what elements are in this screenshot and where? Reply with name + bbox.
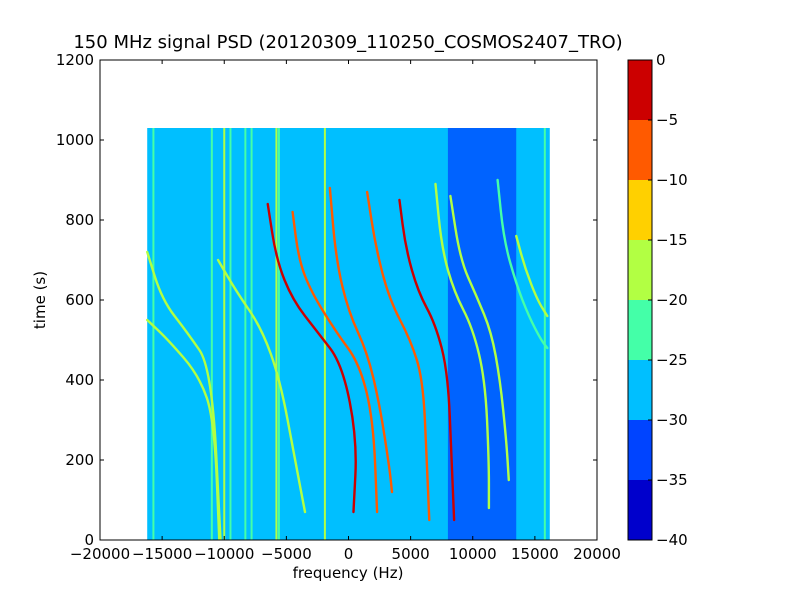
y-tick-label: 800 — [65, 211, 94, 229]
colorbar-segment-2 — [628, 360, 652, 420]
y-tick-label: 600 — [65, 291, 94, 309]
colorbar-tick-label: −10 — [656, 171, 688, 189]
plot-area — [146, 128, 550, 540]
series-curve-3 — [266, 202, 357, 514]
colorbar-segment-5 — [628, 180, 652, 240]
y-tick-label: 400 — [65, 371, 94, 389]
x-tick-label: 15000 — [511, 545, 559, 563]
series-curve-7 — [398, 198, 456, 522]
series-curve-5 — [328, 186, 394, 494]
x-tick-label: −15000 — [132, 545, 192, 563]
colorbar-segment-0 — [628, 480, 652, 540]
colorbar-tick-label: 0 — [656, 51, 666, 69]
colorbar-tick-label: −40 — [656, 531, 688, 549]
x-tick-label: −5000 — [261, 545, 312, 563]
colorbar-segment-4 — [628, 240, 652, 300]
axes: −20000 −15000 −10000 −5000 0 5000 10000 15000 20… — [56, 51, 621, 563]
colorbar-segment-1 — [628, 420, 652, 480]
x-tick-label: 20000 — [573, 545, 621, 563]
x-tick-label: −10000 — [194, 545, 254, 563]
series-curve-6 — [365, 190, 431, 522]
x-tick-label: −20000 — [70, 545, 130, 563]
series-curve-11 — [515, 234, 549, 318]
colorbar-segment-6 — [628, 120, 652, 180]
colorbar-tick-label: −35 — [656, 471, 688, 489]
y-tick-label: 200 — [65, 451, 94, 469]
colorbar-tick-label: −5 — [656, 111, 678, 129]
colorbar-tick-label: −15 — [656, 231, 688, 249]
series-curve-2 — [216, 258, 307, 514]
series-curve-9 — [449, 194, 510, 482]
x-tick-label: 0 — [344, 545, 354, 563]
y-axis-title: time (s) — [31, 271, 49, 329]
series-curve-8 — [434, 182, 491, 510]
colorbar-segment-7 — [628, 60, 652, 120]
colorbar-tick-label: −20 — [656, 291, 688, 309]
chart-title: 150 MHz signal PSD (20120309_110250_COSM… — [73, 32, 622, 53]
x-axis-title: frequency (Hz) — [293, 564, 404, 582]
series-curve-10 — [496, 178, 549, 350]
colorbar: −40 −35 −30 −25 −20 −15 −10 −5 0 — [627, 51, 688, 549]
series-curve-0 — [146, 250, 222, 540]
noisy-band — [447, 128, 517, 540]
colorbar-segment-3 — [628, 300, 652, 360]
colorbar-tick-label: −30 — [656, 411, 688, 429]
x-tick-label: 10000 — [449, 545, 497, 563]
x-tick-label: 5000 — [392, 545, 430, 563]
series-curve-1 — [146, 318, 221, 540]
series-curve-4 — [291, 210, 379, 514]
colorbar-tick-label: −25 — [656, 351, 688, 369]
y-tick-label: 1200 — [56, 51, 94, 69]
y-tick-label: 1000 — [56, 131, 94, 149]
y-tick-label: 0 — [84, 531, 94, 549]
